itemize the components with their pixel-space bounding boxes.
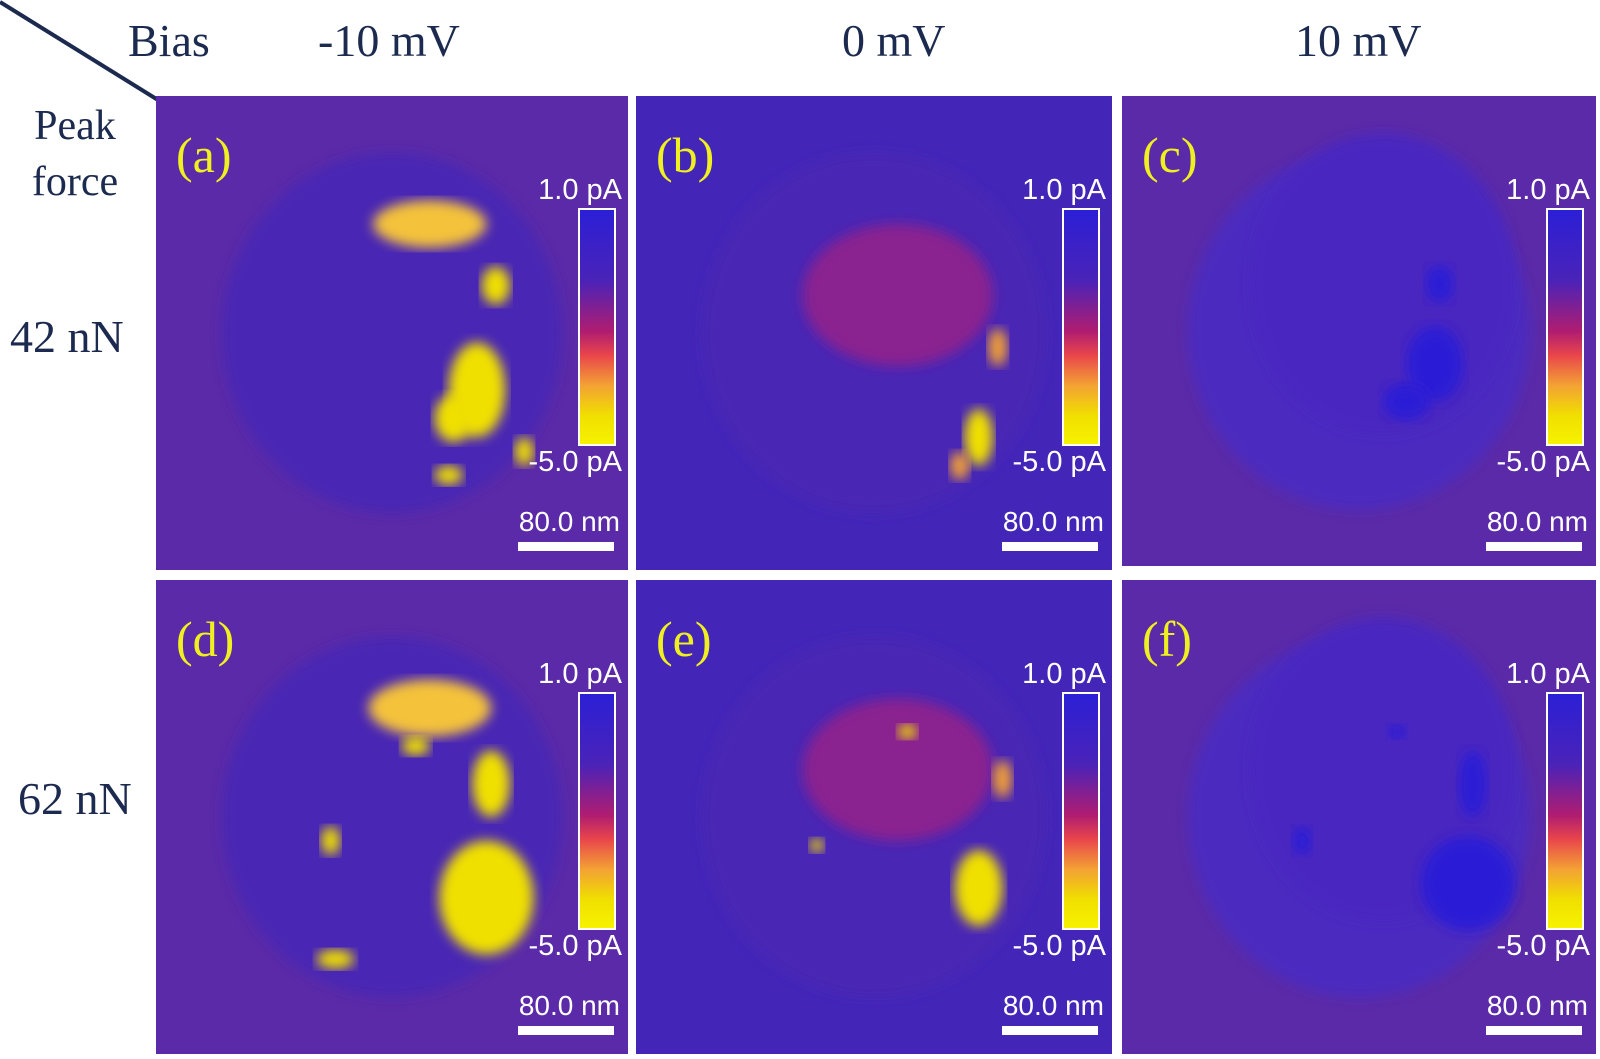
current-map-panel: (e) 1.0 pA -5.0 pA 80.0 nm	[636, 580, 1112, 1054]
current-map-image	[1122, 580, 1596, 1054]
current-map-image	[156, 96, 628, 570]
bias-label: Bias	[128, 15, 210, 66]
current-feature	[401, 736, 430, 756]
current-feature	[802, 223, 993, 367]
current-feature	[1406, 326, 1464, 402]
colorbar	[1062, 692, 1100, 930]
column-header-0mv: 0 mV	[842, 15, 946, 66]
current-feature	[373, 200, 487, 248]
current-feature	[1292, 826, 1312, 855]
current-map-image	[1122, 96, 1596, 566]
scale-bar	[518, 1026, 614, 1035]
current-map-panel: (a) 1.0 pA -5.0 pA 80.0 nm	[156, 96, 628, 570]
panel-label: (f)	[1142, 611, 1192, 667]
colorbar-max-label: 1.0 pA	[1506, 174, 1590, 206]
colorbar	[578, 692, 616, 930]
current-feature	[988, 328, 1008, 367]
current-feature	[964, 408, 993, 466]
current-map-image	[636, 580, 1112, 1054]
scale-bar-label: 80.0 nm	[1486, 990, 1588, 1021]
scale-bar	[1002, 1026, 1098, 1035]
current-feature	[434, 465, 463, 485]
colorbar	[1062, 208, 1100, 446]
current-feature	[434, 394, 473, 443]
current-feature	[1458, 750, 1487, 817]
header-diagonal-line	[0, 0, 160, 102]
colorbar-min-label: -5.0 pA	[1012, 930, 1107, 962]
current-feature	[950, 451, 970, 480]
peak-force-label: Peak force	[31, 103, 119, 205]
column-header-10mv: 10 mV	[1295, 15, 1422, 66]
scale-bar	[1002, 542, 1098, 551]
colorbar-min-label: -5.0 pA	[1496, 930, 1591, 962]
colorbar-max-label: 1.0 pA	[1022, 658, 1106, 690]
column-header-minus10mv: -10 mV	[318, 15, 460, 66]
colorbar-min-label: -5.0 pA	[528, 930, 623, 962]
current-feature	[1420, 835, 1516, 931]
scale-bar-label: 80.0 nm	[1486, 506, 1588, 537]
colorbar-max-label: 1.0 pA	[538, 174, 622, 206]
panel-label: (a)	[176, 127, 232, 183]
current-map-image	[156, 580, 628, 1054]
current-map-panel: (f) 1.0 pA -5.0 pA 80.0 nm	[1122, 580, 1596, 1054]
row-header-62nn: 62 nN	[18, 773, 132, 824]
current-feature	[802, 698, 993, 841]
current-feature	[954, 850, 1003, 927]
colorbar-min-label: -5.0 pA	[1012, 446, 1107, 478]
current-feature	[1425, 265, 1454, 303]
scale-bar	[1486, 542, 1582, 551]
colorbar-max-label: 1.0 pA	[538, 658, 622, 690]
colorbar-max-label: 1.0 pA	[1506, 658, 1590, 690]
current-feature	[439, 840, 534, 955]
current-feature	[1387, 724, 1407, 739]
current-feature	[514, 437, 534, 466]
colorbar	[1546, 208, 1584, 446]
panel-label: (c)	[1142, 127, 1198, 183]
current-map-panel: (d) 1.0 pA -5.0 pA 80.0 nm	[156, 580, 628, 1054]
colorbar-min-label: -5.0 pA	[528, 446, 623, 478]
current-feature	[897, 724, 917, 739]
scale-bar	[1486, 1026, 1582, 1035]
current-map-panel: (c) 1.0 pA -5.0 pA 80.0 nm	[1122, 96, 1596, 566]
current-feature	[472, 750, 510, 817]
scale-bar-label: 80.0 nm	[518, 990, 620, 1021]
current-feature	[321, 826, 341, 855]
scale-bar-label: 80.0 nm	[518, 506, 620, 537]
current-feature	[993, 760, 1013, 799]
current-map-panel: (b) 1.0 pA -5.0 pA 80.0 nm	[636, 96, 1112, 570]
colorbar	[578, 208, 616, 446]
panel-label: (d)	[176, 611, 235, 667]
scale-bar-label: 80.0 nm	[1002, 506, 1104, 537]
current-feature	[809, 838, 825, 853]
row-header-42nn: 42 nN	[10, 311, 124, 362]
current-map-image	[636, 96, 1112, 570]
scale-bar	[518, 542, 614, 551]
current-feature	[1382, 382, 1431, 421]
panel-label: (e)	[656, 611, 712, 667]
current-feature	[368, 679, 492, 737]
panel-label: (b)	[656, 127, 715, 183]
current-feature	[316, 949, 355, 969]
current-feature	[1249, 133, 1516, 435]
scale-bar-label: 80.0 nm	[1002, 990, 1104, 1021]
colorbar	[1546, 692, 1584, 930]
colorbar-min-label: -5.0 pA	[1496, 446, 1591, 478]
current-feature	[481, 266, 510, 305]
colorbar-max-label: 1.0 pA	[1022, 174, 1106, 206]
